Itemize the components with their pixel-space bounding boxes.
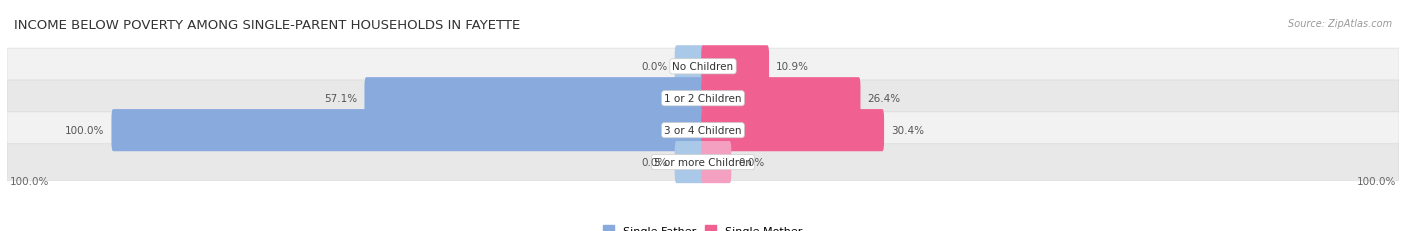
FancyBboxPatch shape [702, 110, 884, 152]
Text: Source: ZipAtlas.com: Source: ZipAtlas.com [1288, 18, 1392, 28]
Text: 10.9%: 10.9% [776, 62, 808, 72]
FancyBboxPatch shape [111, 110, 704, 152]
Text: 3 or 4 Children: 3 or 4 Children [664, 126, 742, 136]
Text: 57.1%: 57.1% [325, 94, 357, 104]
FancyBboxPatch shape [7, 144, 1399, 181]
FancyBboxPatch shape [7, 112, 1399, 149]
Text: 0.0%: 0.0% [641, 157, 668, 167]
FancyBboxPatch shape [702, 78, 860, 120]
Text: 100.0%: 100.0% [65, 126, 104, 136]
FancyBboxPatch shape [7, 49, 1399, 85]
Text: No Children: No Children [672, 62, 734, 72]
Text: 0.0%: 0.0% [641, 62, 668, 72]
Text: 1 or 2 Children: 1 or 2 Children [664, 94, 742, 104]
Legend: Single Father, Single Mother: Single Father, Single Mother [599, 221, 807, 231]
FancyBboxPatch shape [364, 78, 704, 120]
Text: 30.4%: 30.4% [891, 126, 924, 136]
Text: 0.0%: 0.0% [738, 157, 765, 167]
FancyBboxPatch shape [675, 46, 704, 88]
FancyBboxPatch shape [702, 46, 769, 88]
FancyBboxPatch shape [675, 141, 704, 183]
FancyBboxPatch shape [7, 81, 1399, 117]
Text: 100.0%: 100.0% [10, 176, 49, 186]
Text: INCOME BELOW POVERTY AMONG SINGLE-PARENT HOUSEHOLDS IN FAYETTE: INCOME BELOW POVERTY AMONG SINGLE-PARENT… [14, 18, 520, 31]
FancyBboxPatch shape [702, 141, 731, 183]
Text: 100.0%: 100.0% [1357, 176, 1396, 186]
Text: 26.4%: 26.4% [868, 94, 901, 104]
Text: 5 or more Children: 5 or more Children [654, 157, 752, 167]
